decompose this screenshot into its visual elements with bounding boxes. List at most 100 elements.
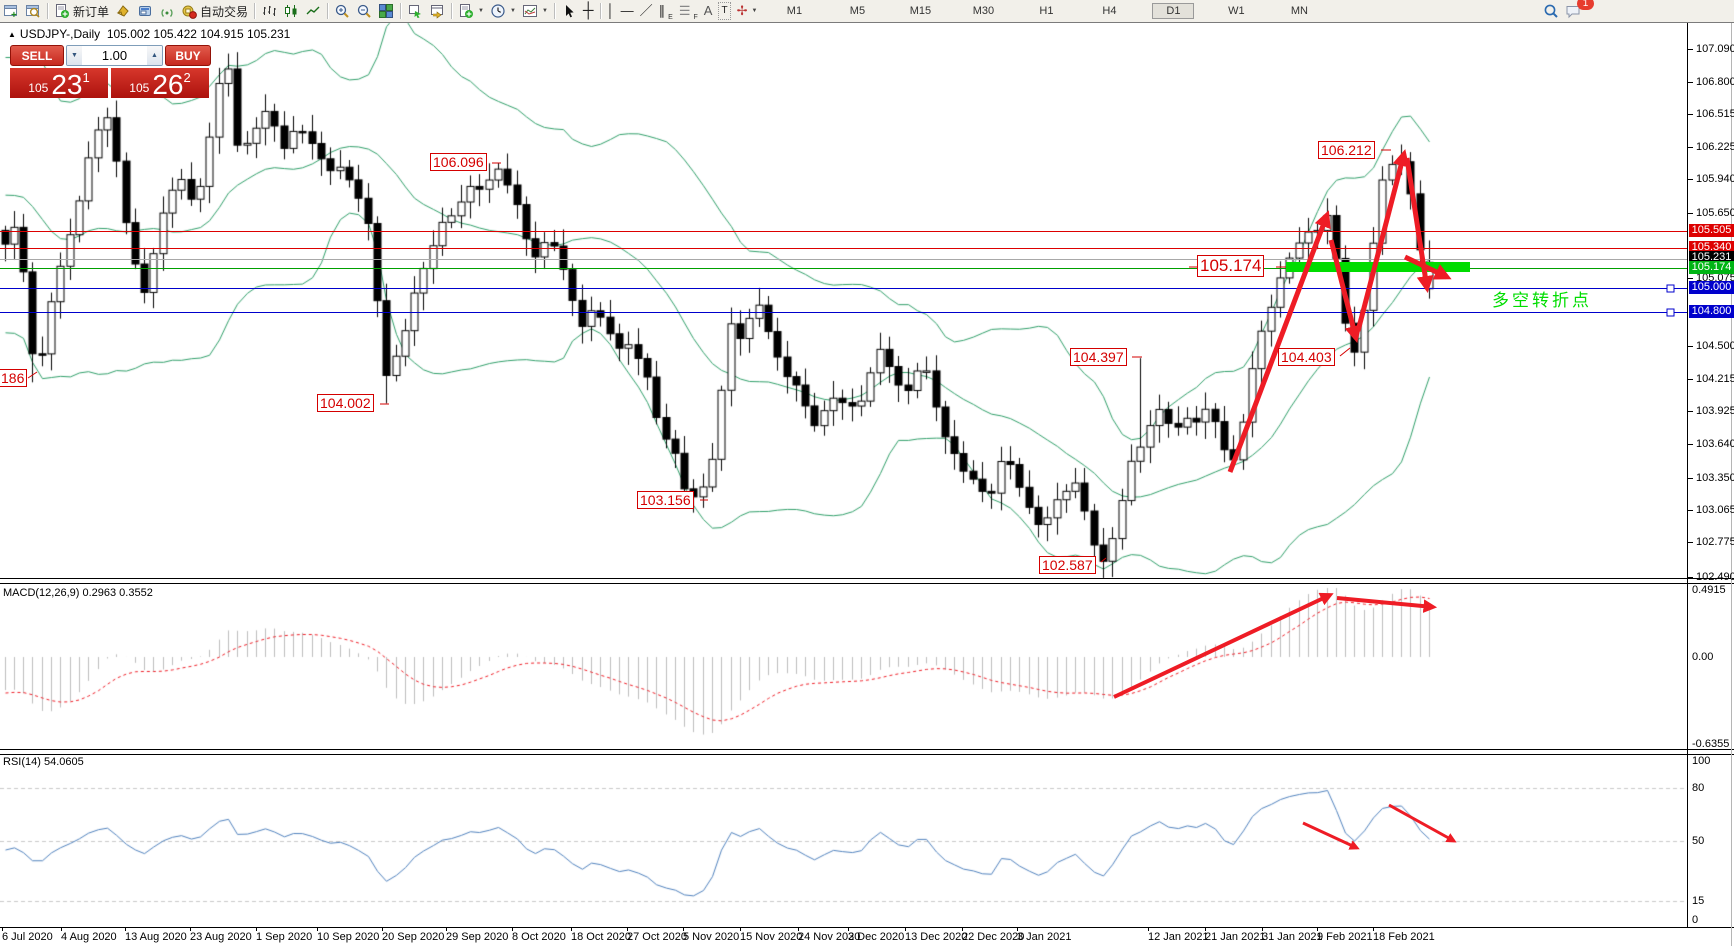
price-annotation-label[interactable]: 104.403 bbox=[1278, 348, 1335, 367]
date-tick-label[interactable]: 3 Jan 2021 bbox=[1017, 931, 1072, 943]
sell-price-block[interactable]: 105 23 1 bbox=[10, 68, 108, 100]
buy-price-prefix: 105 bbox=[129, 81, 150, 95]
terminal-icon[interactable] bbox=[134, 1, 156, 21]
line-chart-icon[interactable] bbox=[302, 1, 324, 21]
price-tick-mark bbox=[1687, 147, 1693, 148]
date-tick-label[interactable]: 13 Dec 2020 bbox=[905, 931, 968, 943]
price-tick-label: 105.940 bbox=[1696, 173, 1734, 185]
new-order-icon bbox=[54, 3, 70, 19]
price-annotation-label[interactable]: 106.212 bbox=[1318, 141, 1375, 160]
buy-button[interactable]: BUY bbox=[165, 45, 211, 66]
toolbar-separator bbox=[553, 3, 555, 19]
timeframe-H1[interactable]: H1 bbox=[1039, 5, 1054, 17]
price-tick-label: 106.800 bbox=[1696, 76, 1734, 88]
price-annotation-label[interactable]: 106.096 bbox=[430, 153, 487, 172]
timeframe-H4[interactable]: H4 bbox=[1102, 5, 1117, 17]
price-annotation-label[interactable]: 103.156 bbox=[637, 491, 694, 510]
sell-price-pips: 23 bbox=[51, 69, 83, 100]
date-tick-label[interactable]: 20 Sep 2020 bbox=[382, 931, 445, 943]
profiles-icon[interactable] bbox=[22, 1, 44, 21]
date-tick-label[interactable]: 9 Feb 2021 bbox=[1317, 931, 1373, 943]
date-tick-label[interactable]: 21 Jan 2021 bbox=[1205, 931, 1266, 943]
fibonacci-icon[interactable]: ☰ F bbox=[678, 3, 698, 21]
date-tick-label[interactable]: 12 Jan 2021 bbox=[1148, 931, 1209, 943]
bar-chart-icon[interactable] bbox=[258, 1, 280, 21]
date-tick-label[interactable]: 27 Oct 2020 bbox=[627, 931, 687, 943]
horizontal-line-icon[interactable]: — bbox=[620, 3, 634, 18]
date-tick-label[interactable]: 8 Oct 2020 bbox=[512, 931, 566, 943]
new-chart-dropdown[interactable]: ▼ bbox=[455, 1, 487, 21]
date-tick-mark bbox=[512, 927, 513, 931]
date-tick-label[interactable]: 22 Dec 2020 bbox=[962, 931, 1025, 943]
timeframe-M5[interactable]: M5 bbox=[849, 5, 866, 17]
timeframe-W1[interactable]: W1 bbox=[1228, 5, 1245, 17]
date-tick-label[interactable]: 15 Nov 2020 bbox=[740, 931, 803, 943]
price-annotation-label[interactable]: 104.002 bbox=[317, 394, 374, 413]
text-label-icon[interactable]: T bbox=[715, 1, 733, 21]
date-tick-label[interactable]: 13 Aug 2020 bbox=[125, 931, 187, 943]
volume-increase-button[interactable]: ▲ bbox=[147, 46, 162, 65]
rsi-scale-label: 15 bbox=[1692, 895, 1705, 907]
date-tick-label[interactable]: 24 Nov 2020 bbox=[798, 931, 861, 943]
date-tick-label[interactable]: 4 Aug 2020 bbox=[61, 931, 117, 943]
volume-decrease-button[interactable]: ▼ bbox=[67, 46, 82, 65]
crosshair-icon[interactable]: ┼ bbox=[582, 2, 594, 19]
zoom-out-icon[interactable] bbox=[353, 1, 375, 21]
trendline-icon[interactable]: ／ bbox=[639, 3, 653, 18]
timeframe-M30[interactable]: M30 bbox=[972, 5, 995, 17]
templates-dropdown[interactable]: ▼ bbox=[519, 1, 551, 21]
date-tick-label[interactable]: 10 Sep 2020 bbox=[317, 931, 380, 943]
toolbar-separator bbox=[400, 3, 402, 19]
zoom-in-icon[interactable] bbox=[331, 1, 353, 21]
price-annotation-label[interactable]: 102.587 bbox=[1039, 556, 1096, 575]
autotrade-button[interactable]: 自动交易 bbox=[178, 1, 251, 21]
window-right-edge[interactable] bbox=[1731, 0, 1732, 946]
price-tick-mark bbox=[1687, 346, 1693, 347]
price-annotation-label[interactable]: 186 bbox=[0, 369, 28, 388]
equidistant-channel-icon[interactable]: ∥ E bbox=[658, 3, 673, 21]
macd-rsi-splitter[interactable] bbox=[0, 749, 1734, 755]
date-tick-label[interactable]: 31 Jan 2021 bbox=[1262, 931, 1323, 943]
new-order-button[interactable]: 新订单 bbox=[51, 1, 112, 21]
date-tick-label[interactable]: 6 Jul 2020 bbox=[2, 931, 53, 943]
new-chart-window-icon[interactable]: + bbox=[0, 1, 22, 21]
price-annotation-label[interactable]: 105.174 bbox=[1197, 255, 1265, 277]
search-icon[interactable] bbox=[1540, 1, 1562, 21]
date-tick-label[interactable]: 18 Oct 2020 bbox=[571, 931, 631, 943]
date-tick-label[interactable]: 18 Feb 2021 bbox=[1373, 931, 1435, 943]
price-badge-105.231: 105.231 bbox=[1689, 251, 1734, 264]
price-tick-mark bbox=[1687, 478, 1693, 479]
timeframe-D1[interactable]: D1 bbox=[1152, 3, 1195, 19]
date-tick-label[interactable]: 29 Sep 2020 bbox=[446, 931, 509, 943]
periods-dropdown[interactable]: ▼ bbox=[487, 1, 519, 21]
turning-point-note[interactable]: 多空转折点 bbox=[1492, 291, 1592, 310]
arrows-dropdown[interactable]: ✢ ▼ bbox=[736, 3, 758, 18]
tile-windows-icon[interactable] bbox=[375, 1, 397, 21]
sell-button[interactable]: SELL bbox=[10, 45, 64, 66]
timeframe-M1[interactable]: M1 bbox=[786, 5, 803, 17]
autotrade-label: 自动交易 bbox=[200, 4, 249, 19]
candle-chart-icon[interactable] bbox=[280, 1, 302, 21]
signal-icon[interactable] bbox=[156, 1, 178, 21]
volume-value[interactable]: 1.00 bbox=[101, 48, 128, 63]
notification-badge[interactable]: 1 bbox=[1577, 0, 1594, 10]
date-tick-label[interactable]: 23 Aug 2020 bbox=[190, 931, 252, 943]
date-tick-label[interactable]: 5 Nov 2020 bbox=[683, 931, 740, 943]
timeframe-MN[interactable]: MN bbox=[1290, 5, 1308, 17]
track-chart-icon[interactable] bbox=[426, 1, 448, 21]
auto-arrange-icon[interactable] bbox=[404, 1, 426, 21]
vertical-line-icon[interactable]: │ bbox=[606, 3, 615, 18]
date-tick-mark bbox=[190, 927, 191, 931]
buy-price-block[interactable]: 105 26 2 bbox=[111, 68, 209, 99]
main-macd-splitter[interactable] bbox=[0, 578, 1734, 584]
date-tick-label[interactable]: 3 Dec 2020 bbox=[848, 931, 905, 943]
styler-icon[interactable] bbox=[112, 1, 134, 21]
timeframe-M15[interactable]: M15 bbox=[909, 5, 932, 17]
collapse-trade-panel-arrow[interactable]: ▲ bbox=[8, 30, 16, 39]
price-annotation-label[interactable]: 104.397 bbox=[1070, 348, 1127, 367]
text-icon[interactable]: A bbox=[703, 3, 713, 18]
buy-price-point: 2 bbox=[183, 70, 191, 85]
cursor-icon[interactable] bbox=[558, 1, 580, 21]
date-tick-label[interactable]: 1 Sep 2020 bbox=[256, 931, 313, 943]
